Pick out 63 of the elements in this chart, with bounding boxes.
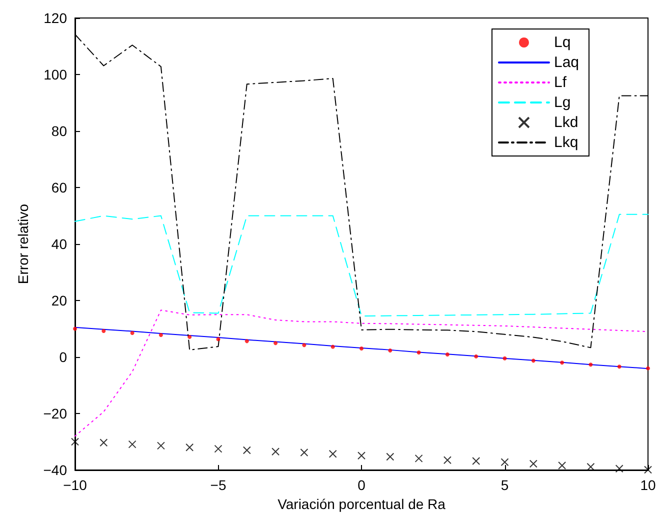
legend-label: Lf	[554, 74, 568, 91]
x-tick-label: −5	[210, 477, 226, 493]
point	[443, 456, 452, 464]
point	[242, 446, 251, 454]
y-tick-label: 120	[44, 10, 68, 26]
legend-label: Lkq	[554, 134, 578, 151]
point	[416, 350, 421, 354]
point	[414, 454, 423, 462]
point	[502, 356, 507, 360]
point	[328, 450, 337, 458]
point	[244, 339, 249, 344]
point	[588, 362, 593, 367]
point	[216, 337, 220, 342]
y-tick-label: 0	[59, 349, 68, 365]
point	[529, 460, 538, 468]
y-tick-label: −40	[43, 462, 68, 478]
point	[300, 448, 308, 456]
point	[474, 354, 478, 358]
point	[214, 444, 222, 453]
point	[360, 346, 364, 351]
point	[130, 330, 134, 335]
point	[186, 443, 194, 452]
y-tick-label: 20	[51, 292, 68, 308]
y-axis-title: Error relativo	[15, 204, 31, 284]
legend-label: Laq	[554, 54, 580, 71]
x-tick-label: 10	[640, 477, 656, 493]
y-tick-label: 100	[44, 66, 68, 82]
x-tick-label: 5	[500, 477, 509, 493]
y-tick-label: 80	[51, 123, 68, 139]
x-axis-title: Variación porcentual de Ra	[278, 496, 446, 512]
point	[558, 461, 566, 470]
point	[388, 348, 392, 352]
point	[102, 329, 106, 334]
y-tick-label: 40	[51, 236, 68, 252]
line-series	[74, 214, 648, 317]
point	[500, 458, 509, 466]
point	[617, 364, 622, 369]
point	[188, 334, 192, 339]
point	[472, 456, 480, 465]
y-tick-label: 60	[51, 180, 68, 196]
point	[100, 438, 108, 447]
point	[358, 452, 366, 460]
legend-label: Lkd	[554, 114, 578, 131]
point	[560, 360, 564, 365]
point	[386, 452, 394, 461]
point	[158, 332, 163, 337]
legend-label: Lq	[554, 34, 571, 51]
point	[272, 448, 280, 456]
point	[274, 341, 278, 346]
point	[128, 440, 136, 448]
point	[531, 358, 536, 363]
legend-label: Lg	[554, 94, 571, 111]
point	[646, 366, 650, 370]
y-tick-label: −20	[43, 406, 68, 422]
point	[445, 352, 450, 356]
point	[73, 326, 77, 331]
point	[302, 343, 306, 348]
point	[330, 344, 335, 349]
point	[156, 442, 165, 450]
point	[71, 438, 79, 446]
x-tick-label: −10	[63, 477, 88, 493]
x-tick-label: 0	[358, 477, 366, 493]
point	[615, 464, 624, 473]
